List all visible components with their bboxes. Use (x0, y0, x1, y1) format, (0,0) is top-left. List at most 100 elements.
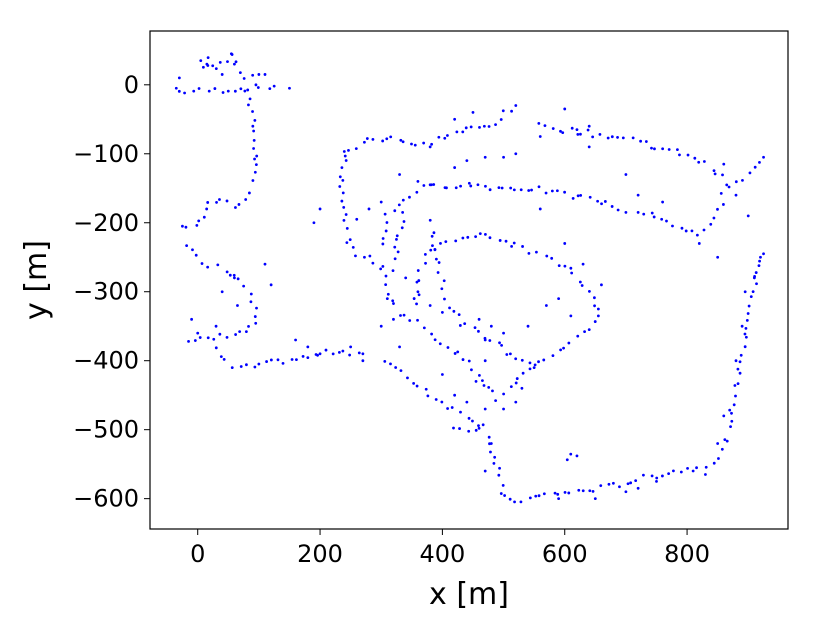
scatter-point (410, 143, 413, 146)
scatter-point (733, 403, 736, 406)
scatter-point (530, 189, 533, 192)
scatter-point (343, 219, 346, 222)
scatter-point (459, 411, 462, 414)
scatter-point (559, 349, 562, 352)
scatter-point (437, 136, 440, 139)
scatter-point (178, 77, 181, 80)
scatter-point (572, 197, 575, 200)
scatter-point (250, 300, 253, 303)
scatter-point (295, 358, 298, 361)
scatter-point (721, 448, 724, 451)
scatter-point (484, 156, 487, 159)
scatter-point (472, 111, 475, 114)
scatter-point (588, 489, 591, 492)
y-tick-label: −100 (73, 140, 139, 168)
scatter-point (562, 347, 565, 350)
scatter-point (252, 179, 255, 182)
scatter-point (229, 274, 232, 277)
scatter-point (401, 226, 404, 229)
scatter-point (242, 285, 245, 288)
scatter-point (195, 224, 198, 227)
scatter-point (342, 206, 345, 209)
scatter-point (440, 287, 443, 290)
scatter-point (273, 85, 276, 88)
scatter-point (716, 256, 719, 259)
scatter-point (404, 277, 407, 280)
scatter-point (667, 472, 670, 475)
scatter-point (190, 318, 193, 321)
scatter-point (642, 213, 645, 216)
scatter-point (642, 474, 645, 477)
scatter-point (429, 183, 432, 186)
scatter-point (563, 108, 566, 111)
scatter-point (199, 59, 202, 62)
scatter-point (591, 136, 594, 139)
scatter-point (737, 382, 740, 385)
scatter-point (470, 126, 473, 129)
scatter-point (252, 130, 255, 133)
scatter-point (338, 351, 341, 354)
y-tick-label: −400 (73, 347, 139, 375)
scatter-point (346, 227, 349, 230)
scatter-point (451, 406, 454, 409)
scatter-point (441, 311, 444, 314)
x-tick-label: 200 (297, 540, 343, 568)
scatter-point (187, 340, 190, 343)
scatter-point (483, 125, 486, 128)
scatter-point (520, 188, 523, 191)
scatter-point (522, 372, 525, 375)
scatter-point (722, 203, 725, 206)
scatter-point (211, 64, 214, 67)
scatter-point (185, 244, 188, 247)
scatter-point (403, 220, 406, 223)
scatter-point (637, 194, 640, 197)
scatter-point (257, 363, 260, 366)
scatter-point (207, 336, 210, 339)
scatter-point (254, 315, 257, 318)
scatter-point (651, 474, 654, 477)
scatter-point (639, 140, 642, 143)
scatter-point (226, 270, 229, 273)
scatter-point (399, 139, 402, 142)
scatter-point (385, 137, 388, 140)
scatter-point (746, 319, 749, 322)
scatter-point (220, 355, 223, 358)
scatter-point (391, 299, 394, 302)
scatter-point (672, 470, 675, 473)
scatter-point (529, 497, 532, 500)
scatter-point (345, 213, 348, 216)
scatter-point (571, 127, 574, 130)
scatter-point (703, 160, 706, 163)
scatter-point (424, 253, 427, 256)
scatter-point (245, 363, 248, 366)
scatter-point (478, 318, 481, 321)
scatter-point (488, 436, 491, 439)
x-axis-label: x [m] (429, 577, 509, 612)
scatter-point (484, 339, 487, 342)
scatter-point (569, 453, 572, 456)
scatter-point (542, 359, 545, 362)
scatter-point (482, 423, 485, 426)
scatter-point (221, 290, 224, 293)
scatter-point (430, 333, 433, 336)
scatter-point (408, 196, 411, 199)
scatter-point (723, 438, 726, 441)
scatter-point (661, 147, 664, 150)
scatter-point (478, 126, 481, 129)
scatter-point (703, 229, 706, 232)
scatter-point (617, 209, 620, 212)
scatter-point (474, 235, 477, 238)
scatter-point (385, 275, 388, 278)
scatter-point (202, 66, 205, 69)
scatter-point (459, 324, 462, 327)
scatter-point (611, 205, 614, 208)
scatter-point (439, 342, 442, 345)
scatter-point (389, 362, 392, 365)
scatter-point (527, 325, 530, 328)
scatter-point (544, 124, 547, 127)
scatter-point (431, 244, 434, 247)
scatter-point (397, 251, 400, 254)
scatter-point (175, 87, 178, 90)
scatter-point (758, 161, 761, 164)
x-tick-label: 600 (542, 540, 588, 568)
